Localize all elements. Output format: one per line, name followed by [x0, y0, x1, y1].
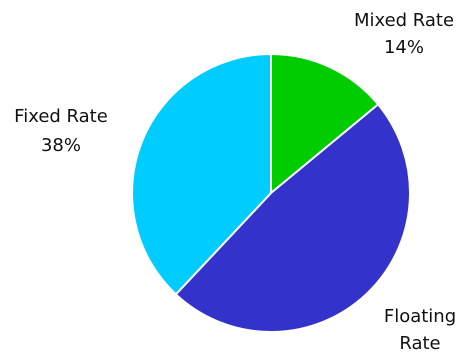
slice-label-mixed-rate: Mixed Rate	[354, 10, 454, 31]
slice-label-floating-rate: Floating Rate	[384, 306, 456, 354]
pie-slices	[131, 53, 411, 333]
slice-percent-fixed-rate: 38%	[41, 135, 81, 156]
pie-slice-fixed-rate	[131, 53, 272, 296]
slice-percent-mixed-rate: 14%	[384, 37, 424, 58]
pie-slice-mixed-rate	[270, 53, 380, 194]
slice-label-fixed-rate: Fixed Rate	[14, 106, 108, 127]
pie-slice-floating-rate	[174, 103, 411, 333]
pie-labels: Mixed Rate 14% Fixed Rate 38% Floating Ra…	[14, 10, 456, 354]
